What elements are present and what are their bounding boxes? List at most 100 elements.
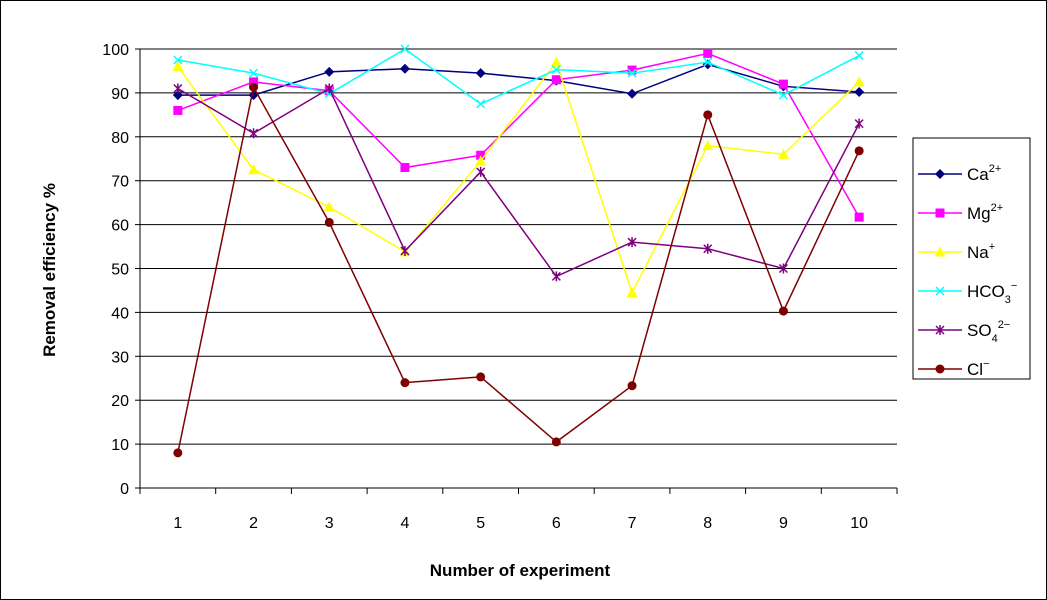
data-point <box>777 148 789 159</box>
legend-label: Mg2+ <box>967 202 1003 223</box>
data-point <box>476 166 486 177</box>
data-point <box>324 66 335 77</box>
data-point <box>854 118 864 129</box>
legend-entry: Ca2+ <box>918 163 1001 184</box>
series-line <box>177 52 860 218</box>
data-point <box>248 164 260 175</box>
legend-box <box>912 137 1031 380</box>
data-point <box>778 263 788 274</box>
y-tick-label: 60 <box>111 218 129 235</box>
y-tick-label: 50 <box>111 262 129 279</box>
data-point <box>476 150 486 160</box>
data-point <box>173 55 183 65</box>
legend-label: SO42− <box>967 319 1010 345</box>
y-tick-label: 100 <box>102 42 129 59</box>
legend-label: Ca2+ <box>967 163 1001 184</box>
x-tick-label: 5 <box>476 515 485 532</box>
data-point <box>854 146 864 156</box>
data-point <box>627 237 637 248</box>
y-tick-label: 40 <box>111 305 129 322</box>
data-point <box>627 88 638 99</box>
data-point <box>626 287 638 298</box>
legend-entry: SO42− <box>918 319 1010 345</box>
data-point <box>703 243 713 254</box>
x-tick-label: 1 <box>173 515 182 532</box>
x-axis-title: Number of experiment <box>430 561 611 580</box>
legend: Ca2+ Mg2+ Na+ HCO3− SO42− Cl− <box>912 137 1031 380</box>
series-lines <box>172 44 865 458</box>
data-point <box>778 306 788 316</box>
legend-marker <box>935 286 945 296</box>
y-tick-label: 10 <box>111 437 129 454</box>
x-tick-label: 8 <box>703 515 712 532</box>
x-tick-label: 3 <box>325 515 334 532</box>
data-point <box>323 201 335 212</box>
legend-label: Na+ <box>967 241 995 262</box>
data-point <box>172 61 184 72</box>
series-2 <box>172 56 865 298</box>
x-tick-label: 2 <box>249 515 258 532</box>
legend-entry: HCO3− <box>918 280 1017 306</box>
data-point <box>703 57 713 67</box>
x-tick-label: 9 <box>779 515 788 532</box>
y-tick-label: 30 <box>111 349 129 366</box>
data-point <box>627 68 637 78</box>
legend-label: Cl− <box>967 358 990 379</box>
x-tick-label: 10 <box>850 515 868 532</box>
series-3 <box>173 44 864 109</box>
series-5 <box>173 82 864 458</box>
y-tick-label: 70 <box>111 174 129 191</box>
legend-marker <box>935 325 945 335</box>
data-point <box>854 87 865 98</box>
data-point <box>173 83 183 94</box>
data-point <box>324 83 334 94</box>
axes: 0 10 20 30 40 50 60 70 80 90 100 1 2 3 4 5 6 7 8 9 10 <box>102 42 898 532</box>
legend-entry: Cl− <box>918 358 990 379</box>
y-axis-title: Removal efficiency % <box>40 183 59 357</box>
data-point <box>173 105 183 115</box>
data-point <box>249 82 259 92</box>
data-point <box>854 212 864 222</box>
data-point <box>854 51 864 61</box>
y-tick-label: 80 <box>111 130 129 147</box>
data-point <box>778 79 788 89</box>
series-line <box>177 48 860 105</box>
data-point <box>249 68 259 78</box>
data-point <box>551 65 561 75</box>
data-point <box>400 378 410 388</box>
data-point <box>551 75 561 85</box>
y-tick-label: 0 <box>120 481 129 498</box>
data-point <box>627 65 637 75</box>
data-point <box>324 217 334 227</box>
data-point <box>400 163 410 173</box>
data-point <box>476 372 486 382</box>
series-line <box>177 60 860 295</box>
series-line <box>177 87 860 278</box>
data-point <box>703 110 713 120</box>
data-point <box>627 381 637 391</box>
legend-label: HCO3− <box>967 280 1017 306</box>
data-point <box>476 99 486 109</box>
x-tick-label: 4 <box>400 515 409 532</box>
legend-entry: Na+ <box>918 241 995 262</box>
series-4 <box>173 83 864 282</box>
x-tick-label: 7 <box>628 515 637 532</box>
legend-marker <box>935 169 945 179</box>
data-point <box>173 448 183 458</box>
data-point <box>249 128 259 139</box>
legend-marker <box>934 246 946 257</box>
data-point <box>475 68 486 79</box>
legend-marker <box>935 208 945 218</box>
data-point <box>249 77 259 87</box>
data-point <box>172 90 183 101</box>
data-point <box>475 155 487 166</box>
data-point <box>550 56 562 67</box>
data-point <box>702 140 714 151</box>
x-tick-label: 6 <box>552 515 561 532</box>
data-point <box>703 48 713 58</box>
data-point <box>551 271 561 282</box>
y-tick-label: 20 <box>111 393 129 410</box>
data-point <box>400 44 410 54</box>
